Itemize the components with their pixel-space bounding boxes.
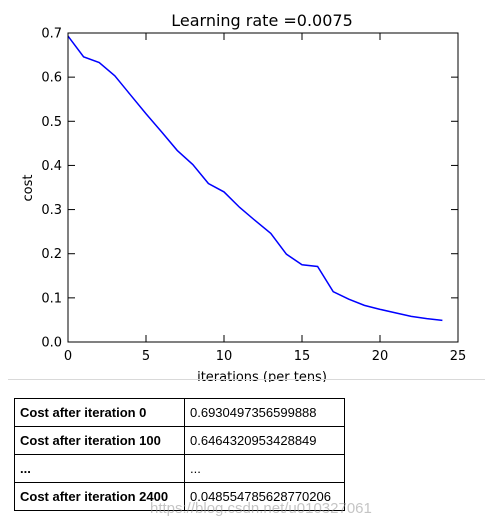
x-tick-label: 10 — [216, 349, 233, 364]
x-axis-label: iterations (per tens) — [197, 370, 327, 382]
iteration-label: Cost after iteration 0 — [14, 398, 185, 427]
iteration-label: ... — [14, 454, 185, 483]
y-tick-label: 0.1 — [41, 291, 62, 306]
table-row: ... ... — [14, 454, 345, 483]
chart-title: Learning rate =0.0075 — [171, 11, 353, 30]
cost-value: 0.6930497356599888 — [184, 398, 345, 427]
x-tick-label: 25 — [450, 349, 467, 364]
cost-value: ... — [184, 454, 345, 483]
watermark: https://blog.csdn.net/u010327061 — [150, 500, 372, 517]
x-tick-label: 15 — [294, 349, 311, 364]
section-divider — [8, 379, 485, 380]
cost-chart: Learning rate =0.0075 0.0 0.1 0.2 0.3 0.4 0.5… — [21, 11, 466, 382]
y-axis-label: cost — [21, 175, 36, 202]
plot-frame — [67, 32, 459, 343]
y-tick-label: 0.4 — [41, 159, 62, 174]
y-tick-label: 0.6 — [41, 71, 62, 86]
table-row: Cost after iteration 0 0.693049735659988… — [14, 398, 345, 427]
table-row: Cost after iteration 2400 0.048554785628… — [14, 482, 345, 511]
x-tick-label: 20 — [372, 349, 389, 364]
cost-value: 0.6464320953428849 — [184, 426, 345, 455]
iteration-label: Cost after iteration 100 — [14, 426, 185, 455]
y-tick-label: 0.2 — [41, 247, 62, 262]
y-tick-label: 0.7 — [41, 27, 62, 42]
iteration-label: Cost after iteration 2400 — [14, 482, 185, 511]
x-axis-ticks: 0 5 10 15 20 25 — [64, 33, 466, 364]
cost-value: 0.048554785628770206 — [184, 482, 345, 511]
y-tick-label: 0.5 — [41, 115, 62, 130]
table-row: Cost after iteration 100 0.6464320953428… — [14, 426, 345, 455]
x-tick-label: 5 — [142, 349, 150, 364]
y-axis-ticks: 0.0 0.1 0.2 0.3 0.4 0.5 0.6 0.7 — [41, 27, 458, 351]
x-tick-label: 0 — [64, 349, 72, 364]
results-table: Cost after iteration 0 0.693049735659988… — [14, 398, 345, 511]
y-tick-label: 0.0 — [41, 336, 62, 351]
cost-series-line — [67, 35, 443, 322]
y-tick-label: 0.3 — [41, 203, 62, 218]
